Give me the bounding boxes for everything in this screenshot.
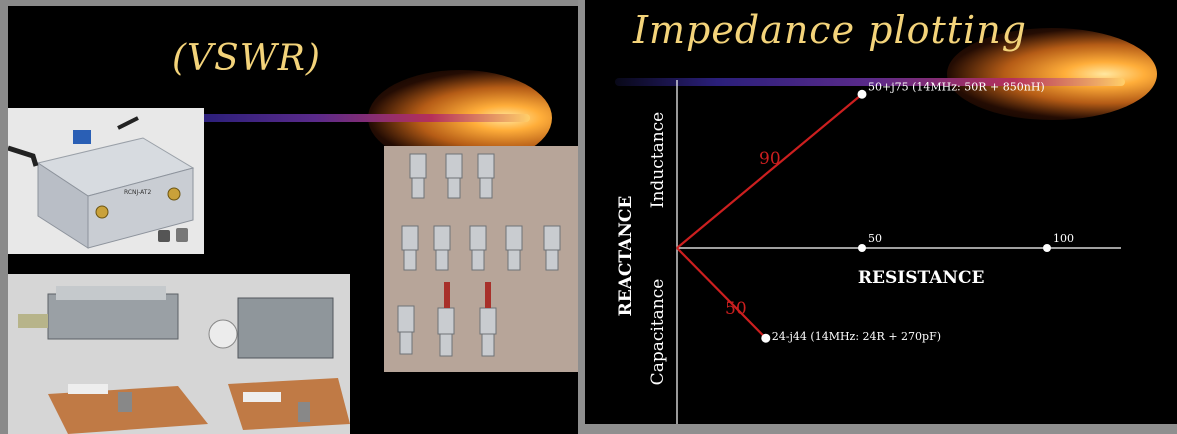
capacitance-label: Capacitance: [648, 279, 668, 386]
comet-glow: [947, 28, 1157, 120]
x-tick-label: 100: [1053, 232, 1074, 245]
slide-title: (VSWR): [172, 38, 321, 79]
y-axis-title: REACTANCE: [616, 196, 636, 317]
x-tick-marker: [858, 244, 866, 252]
impedance-point: [761, 333, 771, 343]
impedance-vector: [676, 93, 863, 249]
impedance-points: [761, 89, 867, 343]
x-axis-title: RESISTANCE: [858, 268, 985, 288]
impedance-vectors: [676, 93, 863, 339]
chart-labels: 50 100 50+j75 (14MHz: 50R + 850nH) 24-j44 (…: [616, 80, 1074, 385]
impedance-point-label: 24-j44 (14MHz: 24R + 270pF): [772, 330, 941, 343]
chart-axes: [676, 80, 1121, 424]
vswr-bridge-photo: RCNJ-AT2: [8, 108, 204, 254]
impedance-slide: Impedance plotting 50 100 50+j75 (14MHz: 5…: [585, 0, 1177, 424]
bridge-illustration: RCNJ-AT2: [8, 108, 204, 254]
capacitors-illustration: [8, 274, 350, 434]
vector-length-label-lower: 50: [725, 299, 747, 319]
comet-tail: [615, 78, 1125, 86]
dummy-loads-illustration: [384, 146, 578, 372]
impedance-chart: 50 100 50+j75 (14MHz: 50R + 850nH) 24-j44 (…: [616, 80, 1121, 424]
inductance-label: Inductance: [648, 112, 668, 209]
vswr-slide: (VSWR) RCNJ-AT2: [0, 0, 578, 434]
bridge-label: RCNJ-AT2: [124, 189, 151, 196]
dummy-loads-photo: [384, 146, 578, 372]
impedance-point: [857, 89, 867, 99]
variable-capacitors-photo: [8, 274, 350, 434]
impedance-point-label: 50+j75 (14MHz: 50R + 850nH): [868, 80, 1045, 93]
vector-length-label-upper: 90: [759, 149, 781, 169]
slide-frame-left: [0, 0, 8, 434]
slide-frame-top: [0, 0, 578, 6]
slide-title: Impedance plotting: [633, 8, 1028, 52]
x-tick-label: 50: [868, 232, 882, 245]
x-tick-marker: [1043, 244, 1051, 252]
comet-tail: [200, 114, 530, 122]
impedance-vector: [676, 247, 767, 339]
